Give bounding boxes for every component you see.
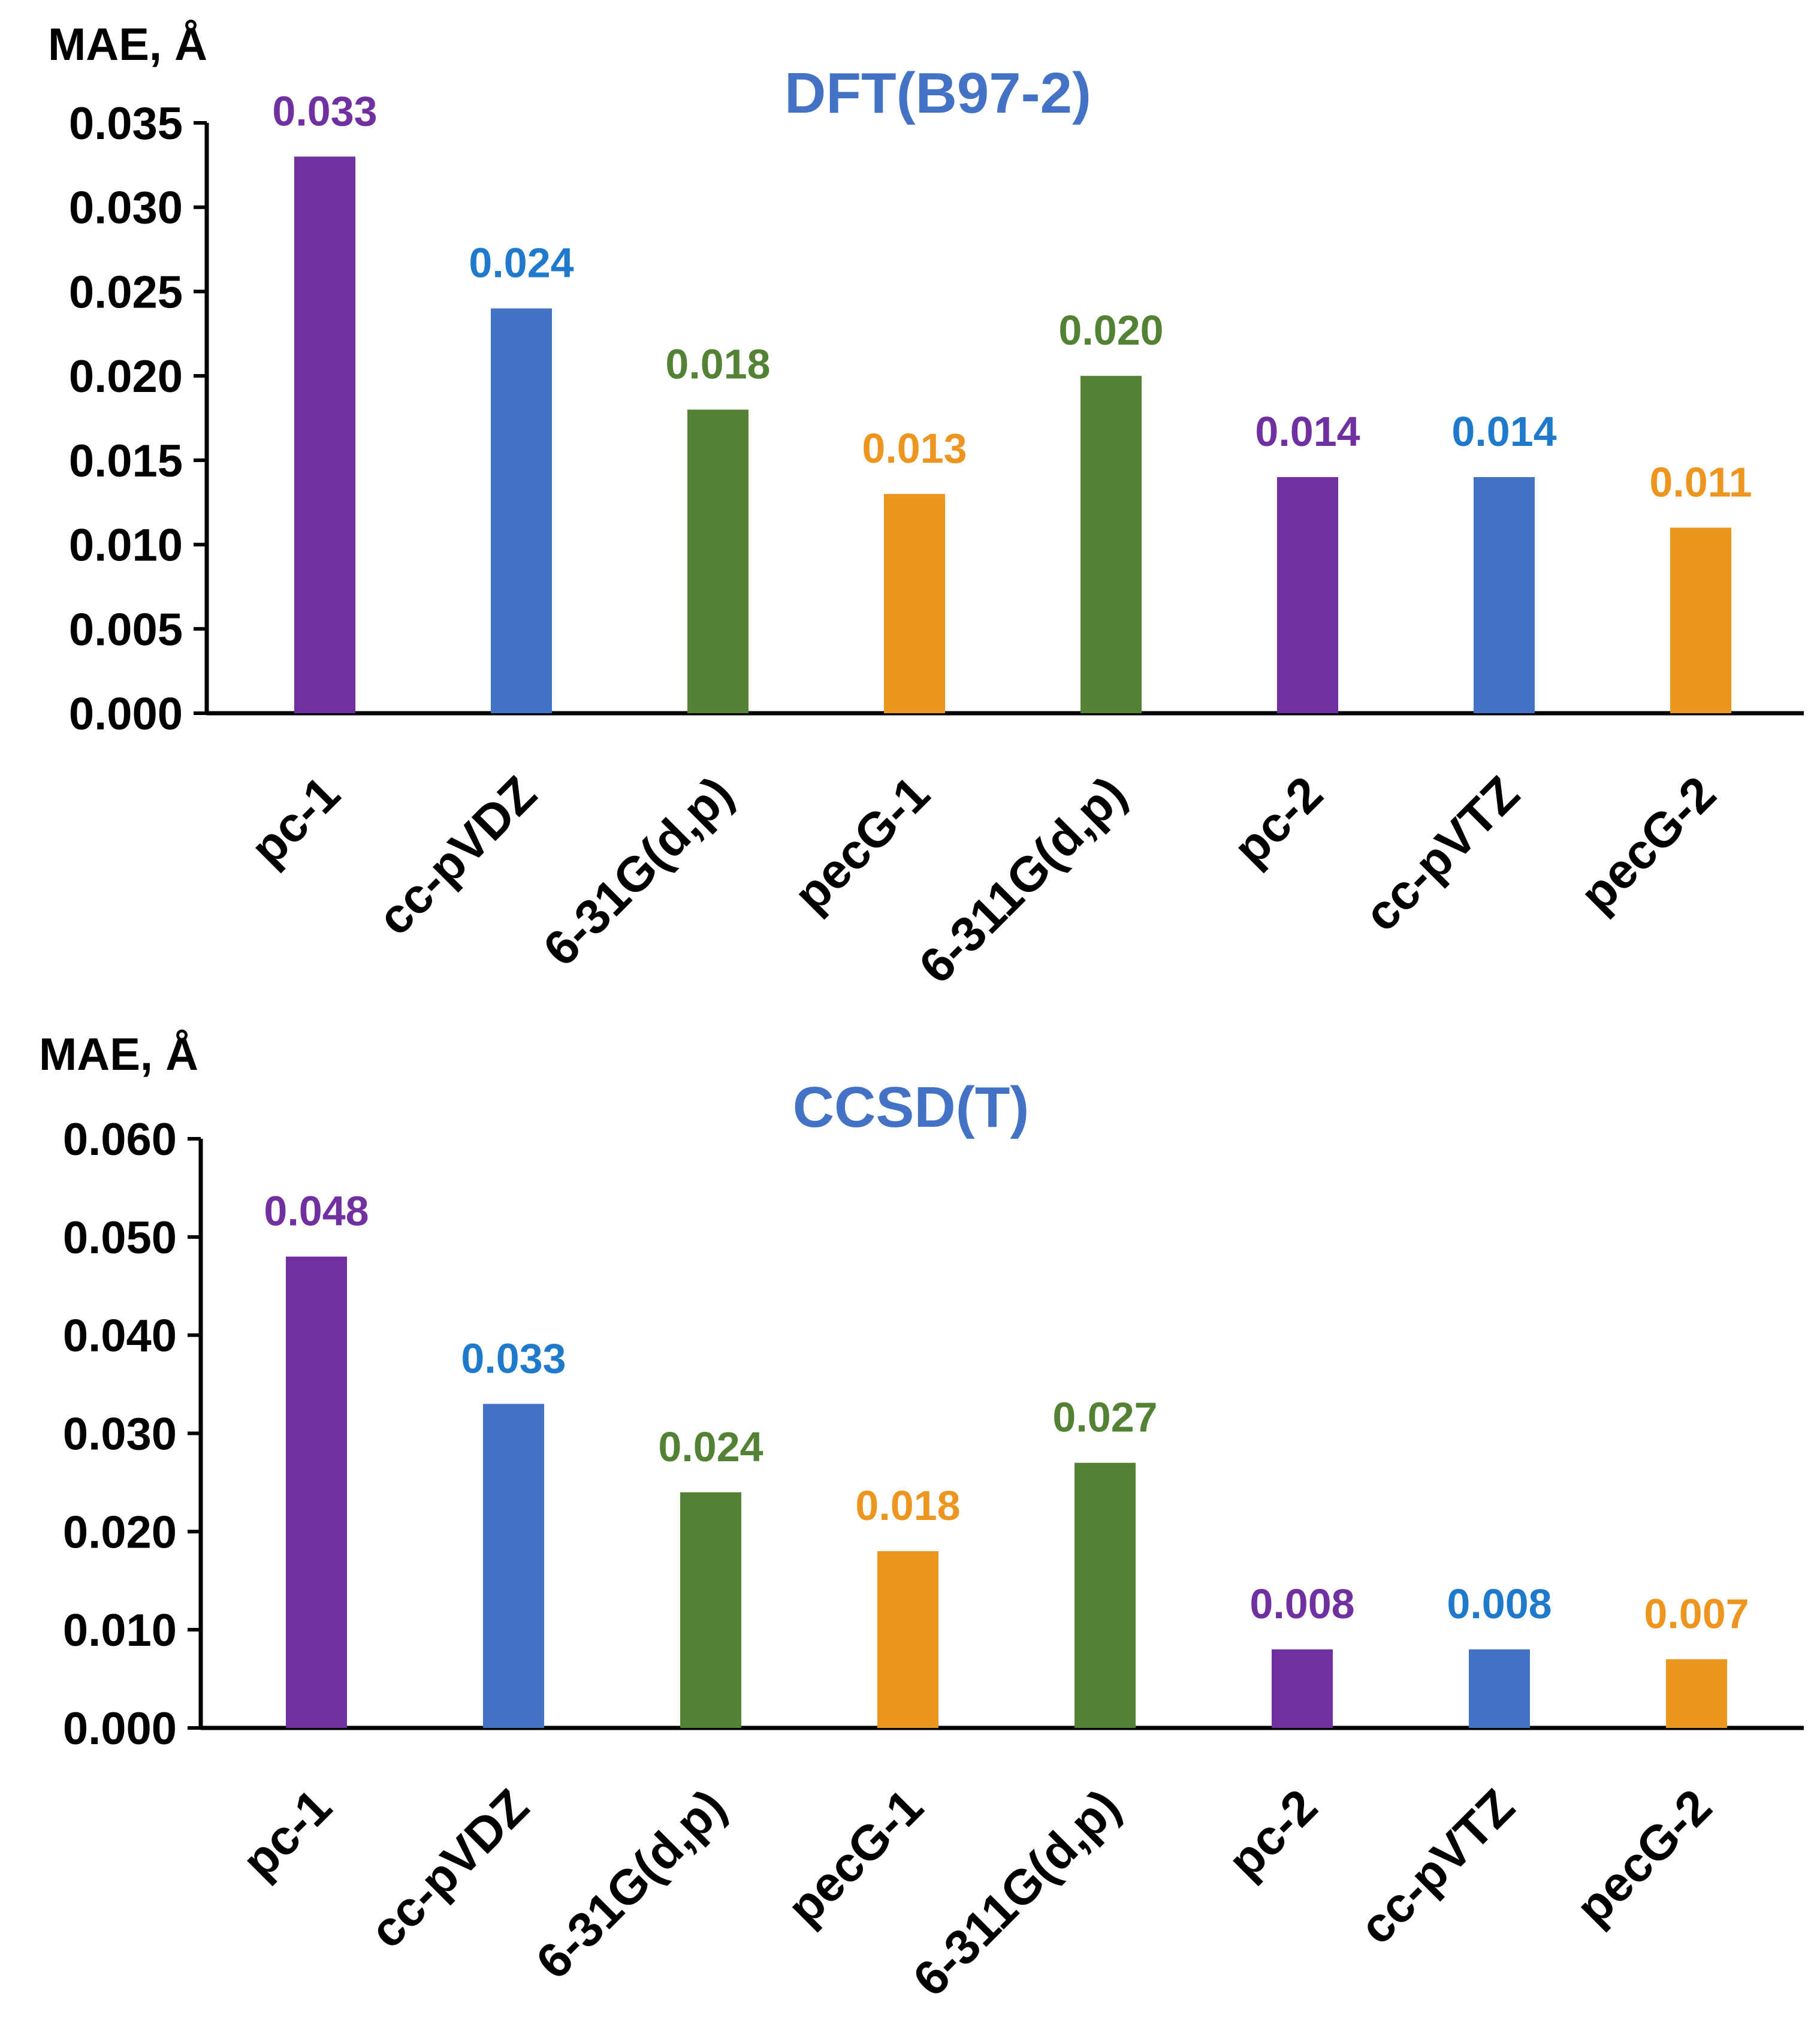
y-axis-label: MAE, Å — [39, 1029, 198, 1080]
y-tick-label: 0.030 — [69, 183, 183, 234]
y-tick-label: 0.020 — [69, 351, 183, 402]
y-tick-label: 0.025 — [69, 267, 183, 318]
category-label: 6-311G(d,p) — [909, 766, 1137, 994]
data-label: 0.014 — [1451, 408, 1556, 455]
y-tick-label: 0.005 — [69, 604, 183, 655]
category-label: pc-2 — [1218, 1779, 1328, 1889]
bar — [687, 409, 748, 713]
y-tick-label: 0.015 — [69, 436, 183, 487]
bar — [680, 1492, 741, 1728]
y-tick-label: 0.030 — [63, 1409, 177, 1460]
bar — [884, 494, 945, 713]
y-tick-label: 0.060 — [63, 1114, 177, 1165]
bar — [294, 156, 355, 713]
category-label: cc-pVDZ — [360, 1779, 539, 1959]
bar — [483, 1404, 544, 1728]
category-label: pecG-2 — [1570, 766, 1727, 922]
y-tick-label: 0.000 — [69, 689, 183, 740]
category-label: pc-2 — [1223, 766, 1333, 876]
bar — [1670, 527, 1731, 713]
bar — [1277, 477, 1338, 713]
category-label: 6-311G(d,p) — [903, 1779, 1131, 2007]
bar — [877, 1551, 938, 1728]
category-label: pc-1 — [232, 1779, 342, 1889]
chart-title: DFT(B97-2) — [784, 61, 1091, 125]
data-label: 0.007 — [1644, 1590, 1749, 1637]
y-tick-label: 0.040 — [63, 1311, 177, 1362]
data-label: 0.024 — [658, 1423, 763, 1470]
data-label: 0.048 — [264, 1188, 369, 1235]
category-label: pc-1 — [240, 766, 351, 876]
chart-title: CCSD(T) — [793, 1075, 1030, 1139]
y-tick-label: 0.000 — [63, 1703, 177, 1754]
bar — [491, 308, 552, 713]
category-label: pecG-1 — [784, 766, 940, 922]
category-label: cc-pVDZ — [367, 766, 547, 946]
bar — [286, 1256, 347, 1728]
data-label: 0.033 — [461, 1335, 566, 1382]
y-tick-label: 0.010 — [63, 1605, 177, 1656]
category-label: cc-pVTZ — [1354, 766, 1530, 942]
data-label: 0.024 — [469, 240, 574, 286]
category-label: cc-pVTZ — [1350, 1779, 1525, 1954]
data-label: 0.027 — [1052, 1394, 1157, 1441]
data-label: 0.014 — [1255, 408, 1360, 455]
y-tick-label: 0.035 — [69, 98, 183, 149]
data-label: 0.033 — [272, 88, 377, 134]
category-label: 6-31G(d,p) — [526, 1779, 737, 1989]
category-label: pecG-1 — [777, 1779, 934, 1935]
data-label: 0.013 — [862, 425, 967, 472]
data-label: 0.008 — [1447, 1580, 1552, 1627]
y-tick-label: 0.050 — [63, 1212, 177, 1263]
y-tick-label: 0.010 — [69, 520, 183, 571]
y-axis-label: MAE, Å — [48, 19, 207, 70]
bar — [1666, 1659, 1727, 1728]
bar — [1272, 1649, 1333, 1728]
data-label: 0.018 — [665, 340, 770, 387]
bar — [1080, 376, 1142, 713]
data-label: 0.018 — [855, 1482, 960, 1529]
data-label: 0.011 — [1649, 459, 1752, 505]
y-tick-label: 0.020 — [63, 1507, 177, 1558]
bar — [1469, 1649, 1530, 1728]
category-label: 6-31G(d,p) — [533, 766, 744, 976]
data-label: 0.020 — [1058, 307, 1163, 354]
data-label: 0.008 — [1249, 1580, 1354, 1627]
bar — [1474, 477, 1535, 713]
bar — [1075, 1462, 1136, 1728]
category-label: pecG-2 — [1566, 1779, 1722, 1935]
